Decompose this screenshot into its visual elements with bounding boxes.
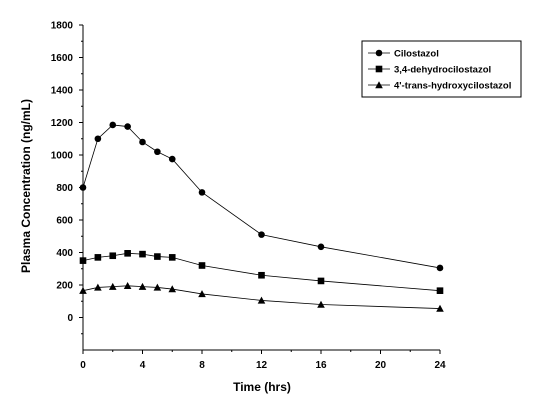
legend-marker — [375, 81, 383, 89]
data-point — [153, 283, 162, 291]
y-axis-ticks: 0 200 400 600 800 1000 1200 1400 1600 1800 — [51, 21, 83, 335]
data-point — [317, 243, 325, 251]
y-tick-label: 800 — [56, 183, 73, 194]
data-point — [109, 252, 117, 260]
x-tick-label: 4 — [140, 360, 146, 371]
x-tick-label: 8 — [199, 360, 205, 371]
x-axis-title: Time (hrs) — [233, 380, 291, 394]
data-point — [79, 286, 87, 294]
data-point — [108, 282, 117, 290]
y-tick-label: 1000 — [51, 151, 74, 162]
data-point — [94, 254, 102, 261]
data-point — [317, 277, 325, 285]
data-point — [258, 271, 265, 279]
y-tick-label: 1200 — [51, 118, 74, 129]
data-point — [94, 283, 102, 291]
data-point — [168, 155, 176, 163]
x-axis-ticks: 0 4 8 12 16 20 24 — [80, 350, 446, 371]
data-point — [258, 231, 265, 238]
data-point — [154, 253, 161, 260]
data-point — [138, 282, 147, 290]
x-tick-label: 16 — [315, 360, 327, 371]
y-tick-label: 1400 — [51, 86, 74, 97]
data-point — [198, 189, 206, 196]
y-tick-label: 1600 — [51, 53, 74, 64]
data-point — [436, 264, 444, 272]
data-point — [257, 296, 266, 304]
data-point — [109, 121, 117, 129]
legend: Cilostazol 3,4-dehydrocilostazol 4'-trans-… — [361, 40, 522, 98]
data-point — [198, 262, 206, 269]
data-point — [139, 138, 146, 146]
data-point — [168, 285, 177, 293]
x-tick-label: 20 — [375, 360, 387, 371]
legend-label: 3,4-dehydrocilostazol — [394, 65, 491, 76]
y-tick-label: 1800 — [51, 21, 74, 32]
data-point — [436, 304, 444, 312]
x-tick-label: 0 — [80, 360, 86, 371]
data-point — [123, 282, 132, 290]
legend-entry: 3,4-dehydrocilostazol — [368, 65, 491, 76]
data-point — [79, 184, 87, 191]
y-tick-label: 400 — [56, 248, 73, 259]
legend-marker — [375, 49, 383, 57]
y-tick-label: 600 — [56, 216, 73, 227]
x-tick-label: 12 — [256, 360, 268, 371]
series-cilostazol — [79, 121, 444, 272]
legend-label: Cilostazol — [394, 49, 439, 60]
y-tick-label: 0 — [67, 313, 73, 324]
data-point — [154, 148, 161, 156]
series-layer — [79, 121, 444, 312]
series-4-trans-hydroxycilostazol — [79, 282, 444, 312]
series-3-4-dehydrocilostazol — [79, 250, 444, 294]
legend-entry: Cilostazol — [368, 49, 439, 60]
data-point — [317, 300, 325, 308]
legend-label: 4'-trans-hydroxycilostazol — [394, 81, 511, 92]
data-point — [139, 250, 146, 258]
x-tick-label: 24 — [434, 360, 446, 371]
data-point — [198, 290, 206, 298]
data-point — [124, 123, 131, 130]
data-point — [436, 287, 444, 294]
legend-entry: 4'-trans-hydroxycilostazol — [368, 81, 511, 92]
legend-marker — [375, 65, 383, 73]
data-point — [79, 257, 87, 264]
legend-items: Cilostazol 3,4-dehydrocilostazol 4'-trans-… — [368, 49, 511, 92]
y-axis-title: Plasma Concentration (ng/mL) — [19, 99, 33, 273]
series-line — [82, 124, 441, 269]
data-point — [94, 135, 102, 143]
data-point — [168, 254, 176, 261]
y-tick-label: 200 — [56, 281, 73, 292]
data-point — [124, 250, 131, 257]
